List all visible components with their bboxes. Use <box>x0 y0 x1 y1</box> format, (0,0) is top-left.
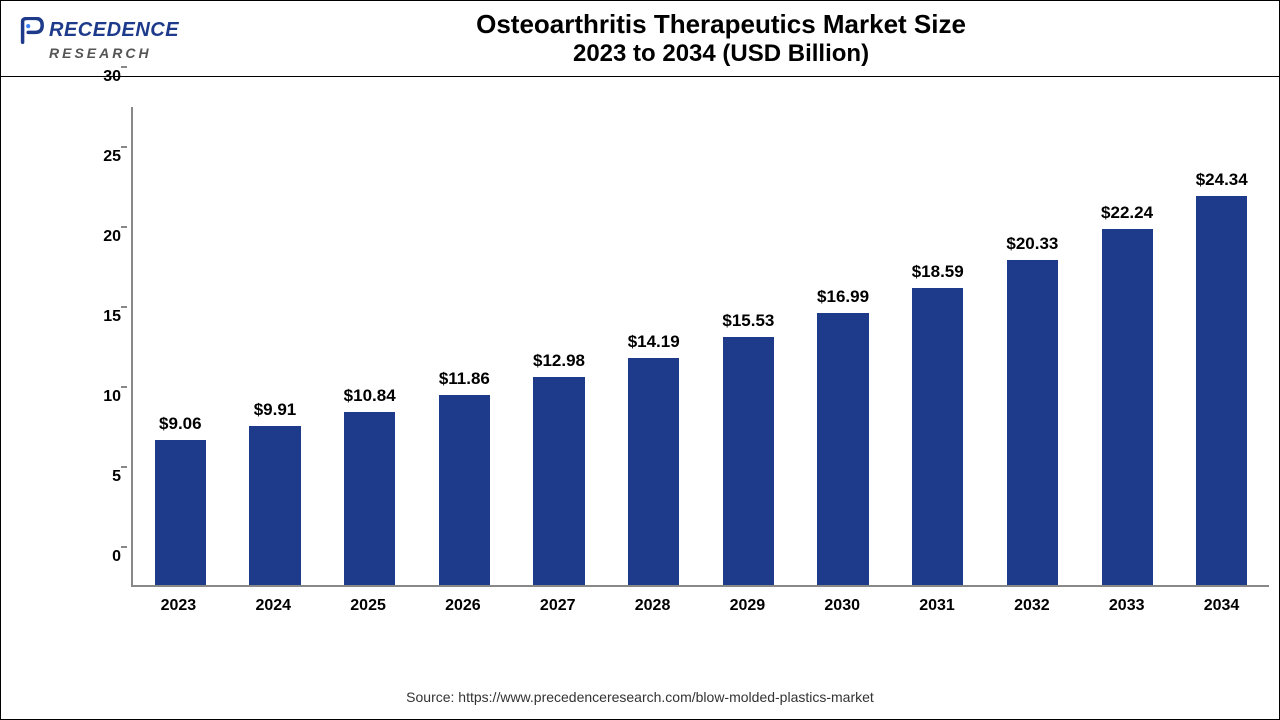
y-axis: 051015202530 <box>81 107 121 587</box>
bar-value-label: $15.53 <box>722 311 774 331</box>
x-tick-label: 2029 <box>700 587 795 627</box>
x-tick-label: 2023 <box>131 587 226 627</box>
header: RECEDENCE RESEARCH Osteoarthritis Therap… <box>1 1 1279 77</box>
bar-group: $9.06 <box>133 107 228 585</box>
plot: 051015202530 $9.06$9.91$10.84$11.86$12.9… <box>91 107 1269 627</box>
chart-area: 051015202530 $9.06$9.91$10.84$11.86$12.9… <box>1 77 1279 689</box>
y-tick: 30 <box>81 68 121 86</box>
x-tick-label: 2024 <box>226 587 321 627</box>
x-tick-label: 2028 <box>605 587 700 627</box>
logo-sub-text: RESEARCH <box>49 45 179 61</box>
bar-group: $20.33 <box>985 107 1080 585</box>
bar-value-label: $12.98 <box>533 351 585 371</box>
bar <box>155 440 206 585</box>
bar-value-label: $11.86 <box>439 369 490 389</box>
bar-group: $15.53 <box>701 107 796 585</box>
bar <box>628 358 679 585</box>
bar <box>817 313 868 585</box>
bar-group: $14.19 <box>606 107 701 585</box>
bar-value-label: $9.06 <box>159 414 202 434</box>
title-block: Osteoarthritis Therapeutics Market Size … <box>179 9 1263 68</box>
bar-group: $10.84 <box>322 107 417 585</box>
bar <box>439 395 490 585</box>
x-tick-label: 2031 <box>890 587 985 627</box>
bar <box>344 412 395 585</box>
chart-container: RECEDENCE RESEARCH Osteoarthritis Therap… <box>0 0 1280 720</box>
logo-p-icon <box>17 17 45 45</box>
x-tick-label: 2026 <box>415 587 510 627</box>
bar-group: $22.24 <box>1080 107 1175 585</box>
bar <box>249 426 300 585</box>
bar-group: $12.98 <box>512 107 607 585</box>
bar-value-label: $22.24 <box>1101 203 1153 223</box>
bar <box>533 377 584 585</box>
x-tick-label: 2034 <box>1174 587 1269 627</box>
bar <box>1102 229 1153 585</box>
bar-value-label: $14.19 <box>628 332 680 352</box>
bar-value-label: $18.59 <box>912 262 964 282</box>
x-tick-label: 2030 <box>795 587 890 627</box>
x-tick-label: 2025 <box>321 587 416 627</box>
bar-value-label: $20.33 <box>1006 234 1058 254</box>
logo: RECEDENCE RESEARCH <box>17 17 179 61</box>
bar-group: $24.34 <box>1174 107 1269 585</box>
bar-group: $11.86 <box>417 107 512 585</box>
bar-group: $16.99 <box>796 107 891 585</box>
y-tick: 10 <box>81 388 121 406</box>
y-tick: 0 <box>81 548 121 566</box>
bar-value-label: $10.84 <box>344 386 396 406</box>
x-tick-label: 2032 <box>984 587 1079 627</box>
bars-region: $9.06 $9.91 $10.84 $11.86 $12.98 $14.19 $15.53… <box>131 107 1269 587</box>
x-tick-label: 2027 <box>510 587 605 627</box>
bar-value-label: $24.34 <box>1196 170 1248 190</box>
bar <box>1196 196 1247 585</box>
bar-value-label: $9.91 <box>254 400 297 420</box>
bar-group: $9.91 <box>228 107 323 585</box>
y-tick: 20 <box>81 228 121 246</box>
x-tick-label: 2033 <box>1079 587 1174 627</box>
bar-value-label: $16.99 <box>817 287 869 307</box>
bar-group: $18.59 <box>890 107 985 585</box>
logo-brand-text: RECEDENCE <box>49 19 179 42</box>
source-citation: Source: https://www.precedenceresearch.c… <box>1 689 1279 719</box>
x-axis: 2023202420252026202720282029203020312032… <box>131 587 1269 627</box>
y-tick: 5 <box>81 468 121 486</box>
chart-title: Osteoarthritis Therapeutics Market Size <box>179 9 1263 40</box>
bar <box>723 337 774 585</box>
bar <box>912 288 963 585</box>
y-tick: 15 <box>81 308 121 326</box>
chart-subtitle: 2023 to 2034 (USD Billion) <box>179 40 1263 68</box>
bar <box>1007 260 1058 585</box>
y-tick: 25 <box>81 148 121 166</box>
